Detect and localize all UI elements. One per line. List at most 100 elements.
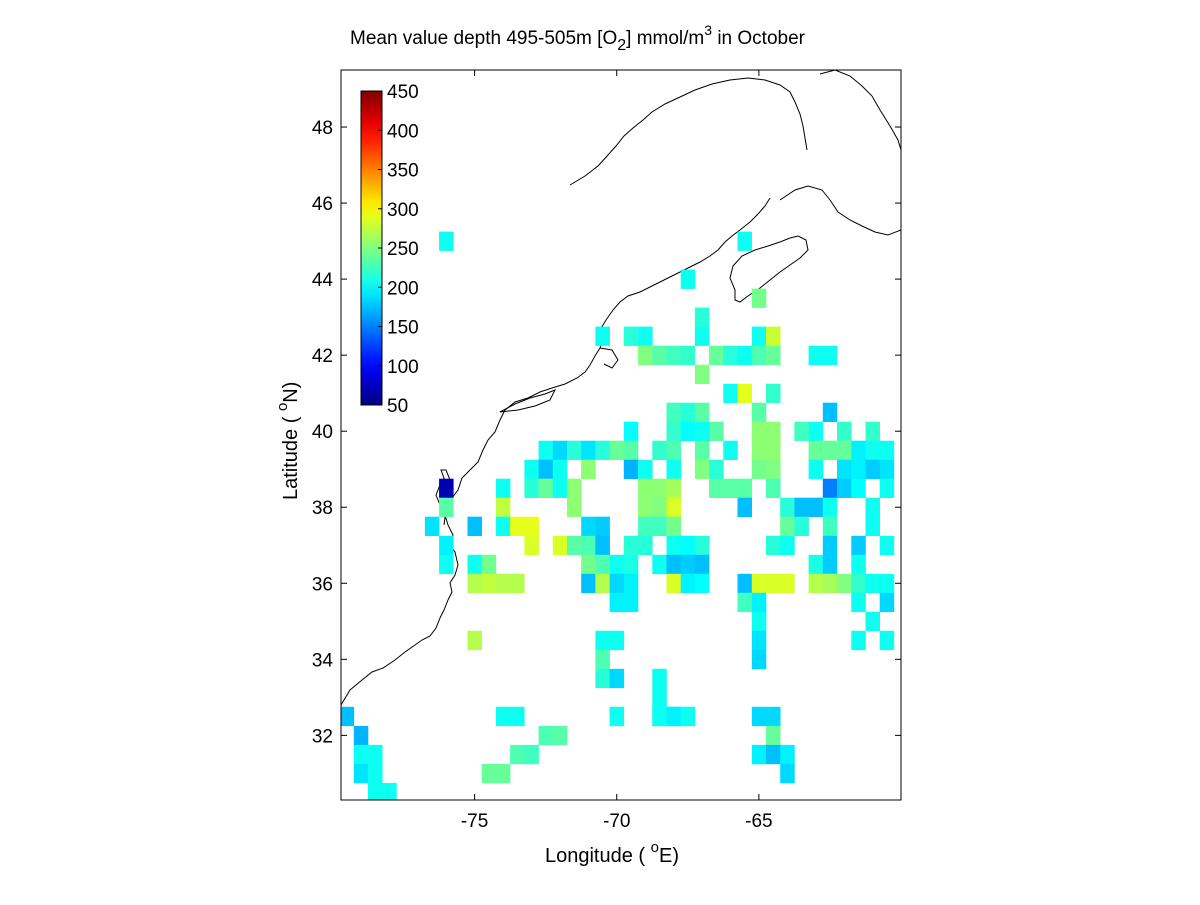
heatmap-cell (595, 535, 610, 556)
heatmap-cell (780, 497, 795, 517)
heatmap-cell (609, 554, 625, 575)
heatmap-cell (737, 478, 752, 498)
heatmap-cell (638, 535, 653, 556)
heatmap-cell (766, 725, 781, 746)
heatmap-cell (766, 383, 781, 403)
heatmap-cell (879, 592, 895, 613)
heatmap-cell (595, 649, 610, 670)
heatmap-cell (623, 554, 639, 575)
heatmap-cell (808, 421, 824, 441)
heatmap-cell (780, 744, 795, 765)
heatmap-cell (751, 706, 767, 727)
heatmap-cell (567, 478, 582, 498)
heatmap-cell (766, 706, 781, 727)
heatmap-cell (353, 725, 369, 746)
heatmap-cell (751, 402, 767, 422)
heatmap-cell (341, 706, 355, 727)
x-axis-label: Longitude ( oE) (545, 839, 679, 867)
heatmap-cell (694, 364, 710, 384)
heatmap-cell (751, 744, 767, 765)
heatmap-cell (581, 535, 596, 556)
heatmap-cell (751, 592, 767, 613)
heatmap-cell (623, 326, 639, 346)
heatmap-cell (865, 421, 880, 441)
y-tick-label: 48 (312, 118, 333, 139)
heatmap-cell (822, 478, 838, 498)
heatmap-cell (723, 345, 738, 365)
heatmap-cell (510, 516, 525, 536)
heatmap-cell (552, 459, 568, 479)
heatmap-cell (680, 345, 696, 365)
heatmap-cell (581, 516, 596, 536)
heatmap-cell (737, 231, 752, 251)
heatmap-cell (567, 497, 582, 517)
colorbar-tick-label: 400 (387, 121, 419, 142)
colorbar-tick-label: 300 (387, 200, 419, 221)
heatmap-cell (609, 440, 625, 460)
heatmap-cell (851, 535, 866, 556)
title-subscript: 2 (617, 37, 626, 54)
heatmap-cell (609, 592, 625, 613)
long-island-coast (499, 389, 557, 413)
heatmap-cell (581, 459, 596, 479)
colorbar-tick-label: 200 (387, 278, 419, 299)
heatmap-cell (439, 478, 454, 498)
heatmap-cell (652, 440, 667, 460)
heatmap-cell (666, 440, 681, 460)
heatmap-cell (709, 459, 724, 479)
heatmap-cell (709, 478, 724, 498)
title-unit: ] mmol/m (626, 28, 704, 49)
heatmap-cell (666, 345, 681, 365)
cape-cod-coast (599, 347, 619, 369)
heatmap-cell (623, 440, 639, 460)
heatmap-cell (865, 497, 880, 517)
heatmap-cell (851, 554, 866, 575)
heatmap-cell (623, 573, 639, 594)
heatmap-cell (723, 440, 738, 460)
heatmap-cell (694, 459, 710, 479)
y-axis-ticks: 32 34 36 38 40 42 44 46 48 (312, 118, 901, 747)
heatmap-cell (595, 516, 610, 536)
heatmap-cell (467, 554, 482, 575)
heatmap-cell (609, 573, 625, 594)
heatmap-cell (766, 326, 781, 346)
heatmap-cell (595, 573, 610, 594)
heatmap-cell (822, 497, 838, 517)
heatmap-cell (481, 554, 497, 575)
heatmap-cell (865, 440, 880, 460)
colorbar-tick-label: 150 (387, 318, 419, 339)
heatmap-cell (822, 554, 838, 575)
heatmap-cell (766, 421, 781, 441)
heatmap-cell (822, 516, 838, 536)
heatmap-cell (680, 554, 696, 575)
heatmap-cell (680, 269, 696, 289)
heatmap-cell (680, 706, 696, 727)
heatmap-cell (652, 345, 667, 365)
heatmap-cell (595, 554, 610, 575)
heatmap-cell (652, 497, 667, 517)
gulf-of-st-lawrence-coast (569, 77, 808, 186)
heatmap-cell (737, 497, 752, 517)
heatmap-cell (510, 706, 525, 727)
heatmap-cell (439, 497, 454, 517)
heatmap-cell (837, 459, 852, 479)
heatmap-cell (666, 535, 681, 556)
heatmap-cell (694, 440, 710, 460)
y-tick-label: 44 (312, 270, 334, 291)
colorbar-tick-label: 50 (387, 396, 408, 417)
nova-scotia-coast (729, 235, 809, 303)
heatmap-cell (666, 459, 681, 479)
heatmap-cell (865, 573, 880, 594)
heatmap-cell (495, 516, 511, 536)
heatmap-cell (666, 573, 681, 594)
heatmap-cell (524, 535, 539, 556)
heatmap-cell (666, 402, 681, 422)
y-tick-label: 40 (312, 422, 333, 443)
heatmap-cell (694, 402, 710, 422)
heatmap-cell (652, 687, 667, 708)
colorbar: 50 100 150 200 250 300 350 400 450 (360, 82, 419, 417)
heatmap-cell (780, 763, 795, 784)
heatmap-cell (837, 440, 852, 460)
colorbar-tick-label: 250 (387, 239, 419, 260)
heatmap-cell (666, 554, 681, 575)
